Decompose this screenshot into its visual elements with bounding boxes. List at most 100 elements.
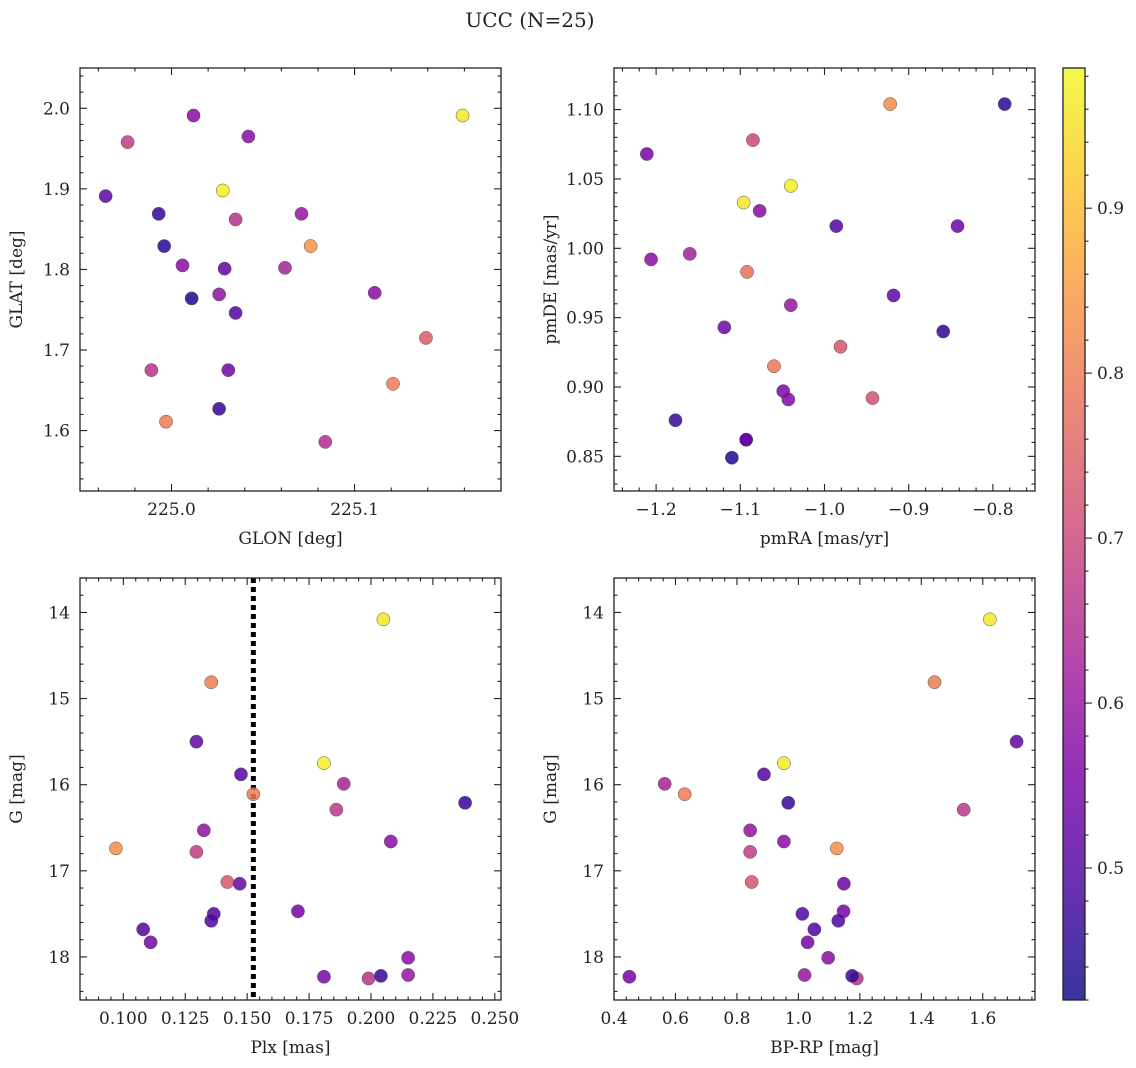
scatter-point xyxy=(821,950,836,965)
x-tick-label: 0.150 xyxy=(223,1009,272,1029)
scatter-point xyxy=(757,767,771,782)
scatter-point xyxy=(217,261,232,276)
y-tick-label: 0.95 xyxy=(566,309,604,329)
axes-frame xyxy=(613,67,1036,492)
y-tick-label: 16 xyxy=(48,776,70,796)
colorbar-frame xyxy=(1062,67,1086,1001)
scatter-point xyxy=(829,219,844,233)
x-tick-label: 0.4 xyxy=(600,1009,627,1029)
scatter-point xyxy=(781,795,796,810)
panel-bprp-g: 0.4 0.6 0.8 1.0 1.2 1.4 1.6 14 15 16 17 18 BP-RP [ma… xyxy=(541,577,1036,1058)
scatter-points xyxy=(109,612,472,986)
x-axis-label: BP-RP [mag] xyxy=(770,1038,879,1058)
scatter-point xyxy=(241,129,256,144)
scatter-point xyxy=(386,376,400,391)
colorbar-tick-label: 0.7 xyxy=(1097,529,1124,549)
scatter-point xyxy=(159,414,173,429)
scatter-point xyxy=(752,203,767,218)
scatter-point xyxy=(186,108,201,123)
scatter-point xyxy=(644,252,658,267)
y-tick-label: 18 xyxy=(582,948,604,968)
scatter-point xyxy=(743,823,757,838)
scatter-point xyxy=(657,776,672,791)
scatter-point xyxy=(215,183,230,198)
x-axis-label: Plx [mas] xyxy=(250,1038,330,1058)
scatter-point xyxy=(144,363,159,377)
scatter-point xyxy=(622,969,637,984)
colorbar-tick-label: 0.6 xyxy=(1097,694,1124,714)
scatter-point xyxy=(743,845,757,859)
scatter-point xyxy=(367,285,382,300)
scatter-point xyxy=(98,189,113,203)
y-tick-label: 1.10 xyxy=(566,101,604,121)
scatter-point xyxy=(336,776,351,791)
axes-frame xyxy=(79,67,502,492)
scatter-points xyxy=(98,108,470,449)
y-tick-label: 15 xyxy=(48,690,70,710)
y-tick-label: 1.6 xyxy=(43,422,70,442)
scatter-point xyxy=(189,734,204,749)
x-tick-label: 0.225 xyxy=(409,1009,458,1029)
x-tick-label: 1.2 xyxy=(846,1009,873,1029)
scatter-point xyxy=(120,135,135,149)
scatter-point xyxy=(1009,734,1024,749)
panel-pmra-pmde: −1.2 −1.1 −1.0 −0.9 −0.8 0.85 0.90 0.95 1.00 1.05… xyxy=(541,67,1036,549)
scatter-point xyxy=(797,968,812,982)
scatter-point xyxy=(419,331,433,345)
figure-title: UCC (N=25) xyxy=(465,8,594,32)
x-tick-label: 225.1 xyxy=(330,500,379,520)
x-tick-label: −0.8 xyxy=(972,500,1013,520)
x-tick-label: 0.125 xyxy=(161,1009,210,1029)
colorbar-tick-label: 0.5 xyxy=(1097,859,1124,879)
y-tick-label: 0.85 xyxy=(566,447,604,467)
x-tick-label: 1.6 xyxy=(969,1009,996,1029)
y-axis-label: G [mag] xyxy=(7,754,27,823)
y-tick-label: 1.05 xyxy=(566,170,604,190)
scatter-point xyxy=(717,320,732,335)
colorbar: 0.5 0.6 0.7 0.8 0.9 xyxy=(1062,67,1124,1001)
colorbar-tick-label: 0.9 xyxy=(1097,199,1124,219)
y-tick-label: 1.00 xyxy=(566,239,604,259)
panel-glon-glat: 225.0 225.1 1.6 1.7 1.8 1.9 2.0 GLON [deg] GLAT … xyxy=(7,67,502,549)
colorbar-tick-label: 0.8 xyxy=(1097,364,1124,384)
scatter-point xyxy=(401,968,415,982)
scatter-point xyxy=(317,756,331,771)
scatter-point xyxy=(725,450,739,465)
scatter-points xyxy=(639,97,1012,465)
scatter-point xyxy=(376,612,391,627)
scatter-point xyxy=(740,265,754,279)
x-tick-label: −1.2 xyxy=(635,500,676,520)
scatter-point xyxy=(744,875,759,889)
y-tick-label: 2.0 xyxy=(43,99,70,119)
x-tick-label: 0.100 xyxy=(99,1009,148,1029)
scatter-point xyxy=(767,359,781,374)
x-tick-label: −1.0 xyxy=(804,500,845,520)
scatter-point xyxy=(228,212,243,227)
scatter-point xyxy=(383,834,398,849)
scatter-point xyxy=(220,875,235,889)
scatter-point xyxy=(677,787,692,802)
scatter-point xyxy=(837,876,851,891)
scatter-point xyxy=(329,802,344,817)
scatter-point xyxy=(956,802,971,817)
scatter-point xyxy=(746,133,760,147)
y-tick-label: 17 xyxy=(582,862,604,882)
ticks xyxy=(614,67,1035,491)
scatter-point xyxy=(196,823,211,838)
scatter-point xyxy=(883,97,898,111)
scatter-point xyxy=(639,147,654,161)
scatter-point xyxy=(157,239,172,253)
colorbar-gradient xyxy=(1063,68,1085,1000)
x-tick-label: −0.9 xyxy=(888,500,929,520)
scatter-point xyxy=(668,413,683,428)
scatter-point xyxy=(294,206,309,221)
scatter-point xyxy=(246,787,261,802)
scatter-point xyxy=(783,298,798,313)
scatter-point xyxy=(278,260,292,275)
scatter-point xyxy=(982,612,997,627)
y-tick-label: 14 xyxy=(48,603,70,623)
y-tick-label: 1.7 xyxy=(43,341,70,361)
ticks xyxy=(613,577,1035,1000)
axes-frame xyxy=(79,577,502,1001)
